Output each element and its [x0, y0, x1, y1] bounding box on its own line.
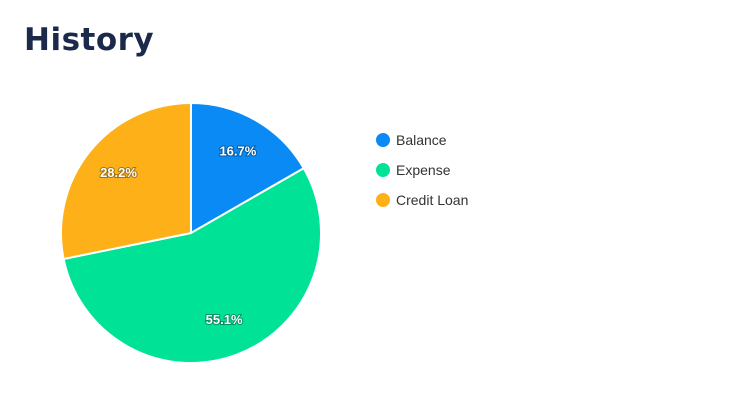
pie-slice-balance[interactable] — [190, 101, 306, 235]
legend-label: Expense — [396, 162, 451, 178]
legend-item-expense[interactable]: Expense — [376, 160, 468, 180]
legend-marker — [376, 133, 390, 147]
chart-title: History — [24, 22, 155, 58]
legend-item-balance[interactable]: Balance — [376, 130, 468, 150]
legend-marker — [376, 163, 390, 177]
data-label-credit-loan: 28.2% — [100, 165, 137, 180]
legend-label: Balance — [396, 132, 447, 148]
legend-label: Credit Loan — [396, 192, 469, 208]
data-label-balance: 16.7% — [219, 143, 256, 158]
pie-slice-expense[interactable] — [62, 166, 322, 365]
legend-item-credit-loan[interactable]: Credit Loan — [376, 190, 468, 210]
pie-slice-credit-loan[interactable] — [60, 101, 192, 261]
chart-legend: Balance Expense Credit Loan — [376, 130, 468, 220]
data-label-expense: 55.1% — [206, 312, 243, 327]
legend-marker — [376, 193, 390, 207]
